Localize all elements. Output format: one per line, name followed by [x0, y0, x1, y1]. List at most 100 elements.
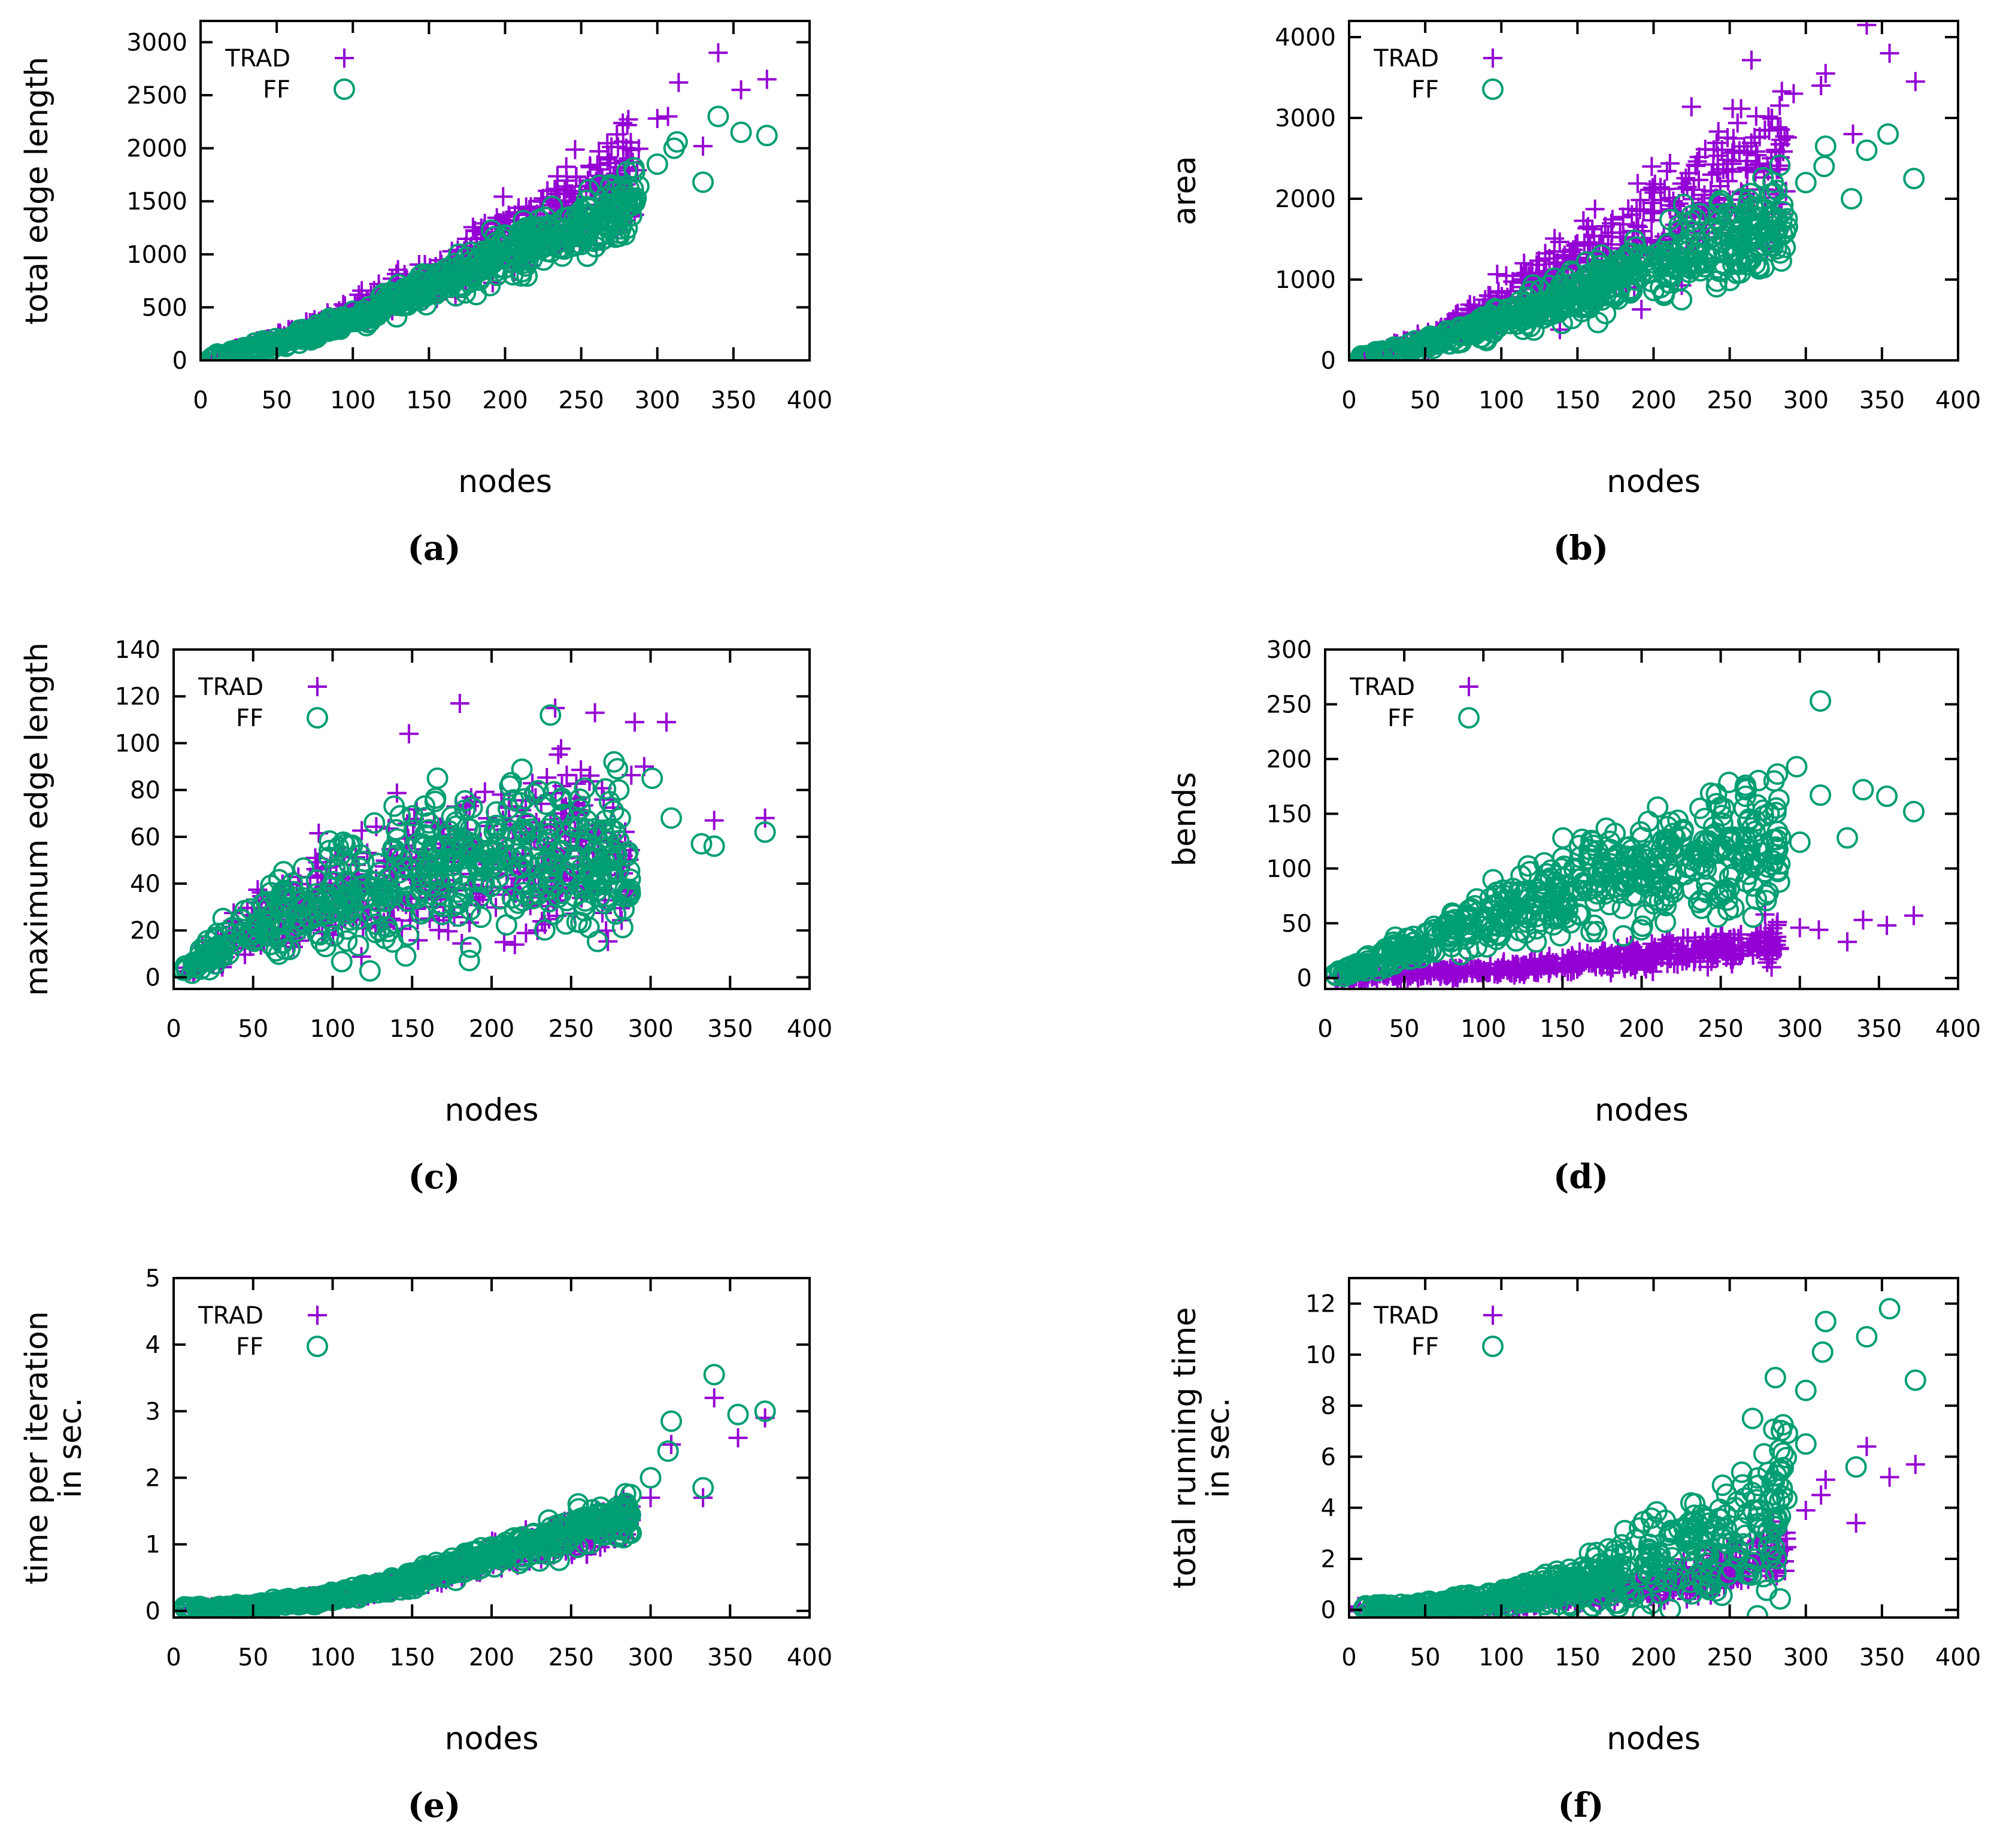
ff-point	[336, 918, 358, 940]
ff-point	[619, 868, 641, 890]
ff-point	[527, 779, 549, 802]
ff-outlier-point	[1856, 139, 1878, 161]
y-tick-label: 200	[1266, 746, 1312, 773]
ff-point	[1629, 821, 1651, 843]
legend-background	[1361, 33, 1523, 106]
ff-point	[1613, 925, 1635, 947]
x-tick-label: 300	[1783, 387, 1829, 414]
x-tick-label: 0	[166, 1015, 181, 1043]
ff-point	[383, 795, 405, 817]
ff-point	[204, 345, 226, 360]
trad-point	[1566, 235, 1586, 254]
trad-point	[1628, 174, 1647, 193]
panel-caption: (d)	[1553, 1157, 1608, 1197]
trad-point	[495, 932, 514, 952]
ff-point	[523, 783, 546, 805]
ff-point	[431, 903, 453, 925]
ff-point	[1772, 224, 1794, 246]
y-tick-label: 0	[1297, 965, 1312, 993]
legend-marker-ff	[334, 78, 355, 100]
trad-point	[1513, 957, 1533, 976]
ff-outlier-point	[730, 122, 752, 144]
y-axis-label: bends	[1167, 772, 1203, 866]
trad-point	[1578, 943, 1598, 963]
trad-point	[613, 132, 633, 151]
ff-point	[1707, 203, 1729, 225]
ff-point	[1587, 259, 1609, 281]
trad-outlier-point	[450, 693, 469, 713]
x-tick-label: 250	[558, 387, 604, 414]
ff-point	[1727, 229, 1749, 251]
ff-point	[1711, 805, 1733, 827]
ff-point	[1656, 815, 1678, 837]
ff-point	[1711, 884, 1733, 906]
ff-point	[576, 818, 598, 840]
ff-point	[1737, 193, 1759, 216]
ff-point	[1420, 332, 1442, 354]
legend-marker-ff	[1482, 78, 1504, 100]
trad-outlier-point	[1905, 72, 1925, 92]
ff-point	[214, 921, 237, 943]
ff-point	[320, 891, 342, 913]
ff-point	[363, 812, 386, 834]
x-tick-label: 350	[711, 387, 756, 414]
ff-point	[459, 818, 481, 840]
trad-point	[617, 116, 637, 135]
ff-point	[1684, 256, 1707, 278]
trad-point	[1575, 233, 1595, 253]
x-tick-label: 350	[1856, 1015, 1902, 1043]
y-tick-label: 50	[1281, 910, 1312, 937]
trad-outlier-point	[708, 43, 728, 63]
ff-point	[1728, 253, 1750, 275]
x-tick-label: 400	[1935, 1015, 1981, 1043]
ff-point	[1741, 817, 1763, 839]
trad-point	[589, 141, 609, 161]
ff-point	[494, 224, 516, 246]
ff-point	[555, 913, 577, 935]
ff-outlier-point	[1876, 785, 1898, 808]
ff-point	[550, 787, 572, 809]
trad-point	[516, 923, 536, 943]
ff-point	[607, 211, 629, 233]
x-tick-label: 350	[1859, 387, 1905, 414]
ff-point	[1584, 271, 1606, 293]
ff-point	[507, 243, 529, 265]
ff-point	[595, 194, 617, 216]
ff-point	[331, 951, 353, 973]
ff-point	[1760, 183, 1782, 205]
trad-outlier-point	[1853, 910, 1873, 930]
ff-point	[382, 931, 404, 953]
ff-outlier-point	[1757, 882, 1779, 904]
trad-point	[1676, 944, 1696, 964]
legend-background	[186, 661, 347, 735]
ff-point	[480, 842, 502, 864]
y-tick-label: 1000	[1275, 266, 1336, 294]
trad-point	[1676, 168, 1696, 188]
y-tick-label: 1500	[126, 188, 187, 216]
y-axis-label: area	[1167, 156, 1203, 226]
ff-point	[1657, 266, 1680, 289]
ff-point	[512, 845, 534, 867]
ff-point	[424, 790, 446, 812]
y-tick-label: 120	[115, 683, 160, 711]
x-tick-label: 400	[787, 387, 832, 414]
legend-label-ff: FF	[236, 705, 263, 732]
ff-point	[1734, 777, 1756, 799]
trad-point	[1721, 949, 1741, 969]
ff-point	[1556, 906, 1578, 928]
legend-marker-ff	[1458, 707, 1480, 729]
ff-point	[1395, 338, 1417, 360]
trad-point	[1690, 952, 1710, 972]
ff-point	[214, 344, 237, 360]
trad-point	[1731, 941, 1751, 961]
trad-point	[1772, 81, 1792, 101]
x-tick-label: 0	[1317, 1015, 1332, 1043]
ff-point	[385, 819, 407, 841]
ff-point	[293, 887, 315, 909]
ff-point	[278, 938, 301, 960]
trad-point	[1627, 201, 1647, 220]
trad-outlier-point	[755, 808, 775, 828]
ff-point	[576, 205, 598, 227]
ff-point	[1771, 209, 1793, 231]
trad-point	[1421, 966, 1441, 985]
